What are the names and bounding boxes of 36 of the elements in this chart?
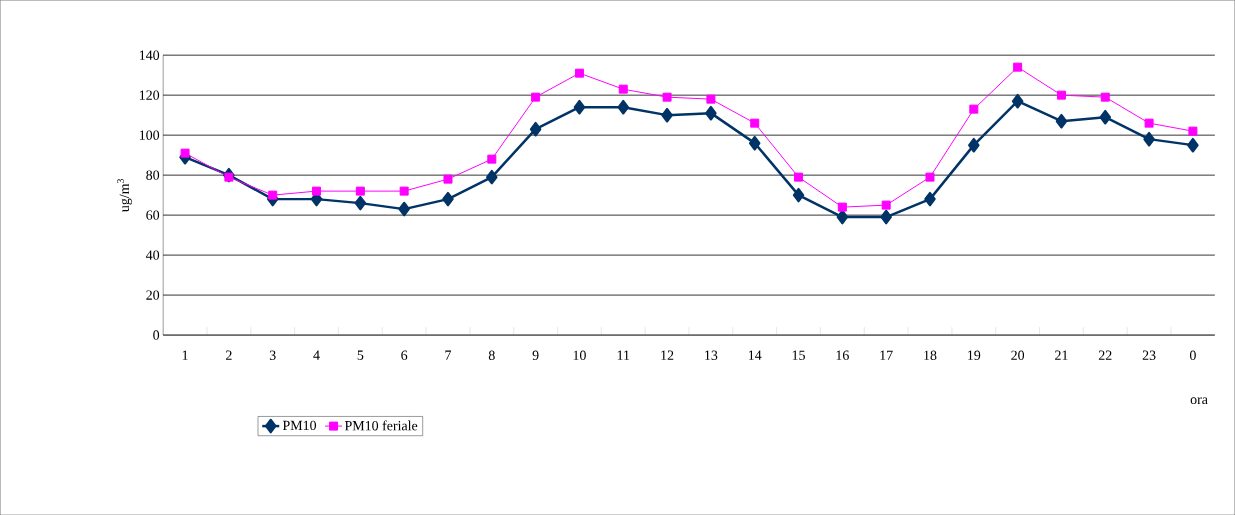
x-tick-label: 22 xyxy=(1098,350,1112,360)
x-tick-label: 23 xyxy=(1142,350,1156,360)
x-tick-label: 3 xyxy=(269,350,276,360)
y-tick-label: 0 xyxy=(153,330,160,340)
x-axis-title: ora xyxy=(1190,397,1208,404)
y-tick-label: 140 xyxy=(139,50,160,60)
y-axis-title: ug/m$^{3}$ xyxy=(117,178,132,212)
x-tick-label: 4 xyxy=(313,350,320,360)
y-tick-label: 40 xyxy=(145,250,160,260)
x-tick-label: 12 xyxy=(661,350,674,360)
y-tick-label: 20 xyxy=(146,290,160,300)
y-tick-label: 120 xyxy=(139,90,160,100)
x-tick-label: 5 xyxy=(357,350,364,360)
y-tick-label: 100 xyxy=(139,130,160,140)
legend-label: PM10 feriale xyxy=(344,420,418,431)
x-tick-label: 7 xyxy=(445,350,452,360)
x-tick-label: 0 xyxy=(1189,350,1196,360)
legend-label: PM10 xyxy=(282,420,317,431)
x-tick-label: 15 xyxy=(792,350,805,360)
y-tick-label: 60 xyxy=(146,210,160,220)
x-tick-label: 21 xyxy=(1055,350,1068,360)
x-tick-label: 14 xyxy=(748,350,762,360)
x-tick-label: 10 xyxy=(573,350,586,360)
x-tick-label: 19 xyxy=(968,350,981,360)
x-tick-label: 16 xyxy=(836,350,849,360)
x-tick-label: 18 xyxy=(924,350,937,360)
x-tick-label: 1 xyxy=(182,350,188,360)
x-tick-label: 20 xyxy=(1011,350,1025,360)
x-tick-label: 2 xyxy=(226,350,232,360)
x-tick-label: 13 xyxy=(705,350,718,360)
y-tick-label: 80 xyxy=(146,170,160,180)
x-tick-label: 11 xyxy=(617,350,630,360)
x-tick-label: 17 xyxy=(880,350,893,360)
x-tick-label: 8 xyxy=(488,350,495,360)
x-tick-label: 6 xyxy=(401,350,408,360)
x-tick-label: 9 xyxy=(532,350,539,360)
